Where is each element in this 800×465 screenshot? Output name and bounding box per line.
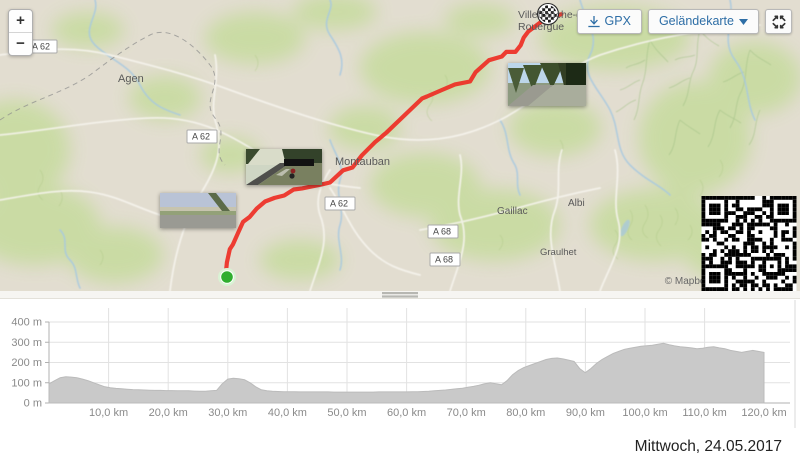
svg-text:110,0 km: 110,0 km xyxy=(682,407,726,419)
svg-text:50,0 km: 50,0 km xyxy=(327,407,366,419)
svg-text:80,0 km: 80,0 km xyxy=(506,407,545,419)
svg-text:A 68: A 68 xyxy=(433,227,451,237)
svg-text:A 62: A 62 xyxy=(330,199,348,209)
svg-text:60,0 km: 60,0 km xyxy=(387,407,426,419)
svg-text:90,0 km: 90,0 km xyxy=(566,407,605,419)
svg-text:Graulhet: Graulhet xyxy=(540,247,577,258)
svg-text:Agen: Agen xyxy=(118,73,144,85)
svg-text:Montauban: Montauban xyxy=(335,156,390,168)
svg-text:70,0 km: 70,0 km xyxy=(447,407,486,419)
svg-text:200 m: 200 m xyxy=(11,357,42,369)
svg-text:A 62: A 62 xyxy=(192,132,210,142)
svg-text:100,0 km: 100,0 km xyxy=(622,407,667,419)
svg-text:10,0 km: 10,0 km xyxy=(89,407,128,419)
svg-text:A 68: A 68 xyxy=(435,255,453,265)
svg-text:300 m: 300 m xyxy=(11,337,42,349)
svg-text:30,0 km: 30,0 km xyxy=(208,407,247,419)
svg-text:400 m: 400 m xyxy=(11,317,42,329)
svg-text:100 m: 100 m xyxy=(11,377,42,389)
svg-text:20,0 km: 20,0 km xyxy=(149,407,188,419)
svg-text:Gaillac: Gaillac xyxy=(497,206,528,217)
svg-text:Rouergue: Rouergue xyxy=(518,21,564,33)
svg-text:40,0 km: 40,0 km xyxy=(268,407,307,419)
svg-text:120,0 km: 120,0 km xyxy=(741,407,786,419)
svg-text:A 62: A 62 xyxy=(32,42,50,52)
svg-text:Albi: Albi xyxy=(568,198,585,209)
svg-text:0 m: 0 m xyxy=(24,398,42,410)
